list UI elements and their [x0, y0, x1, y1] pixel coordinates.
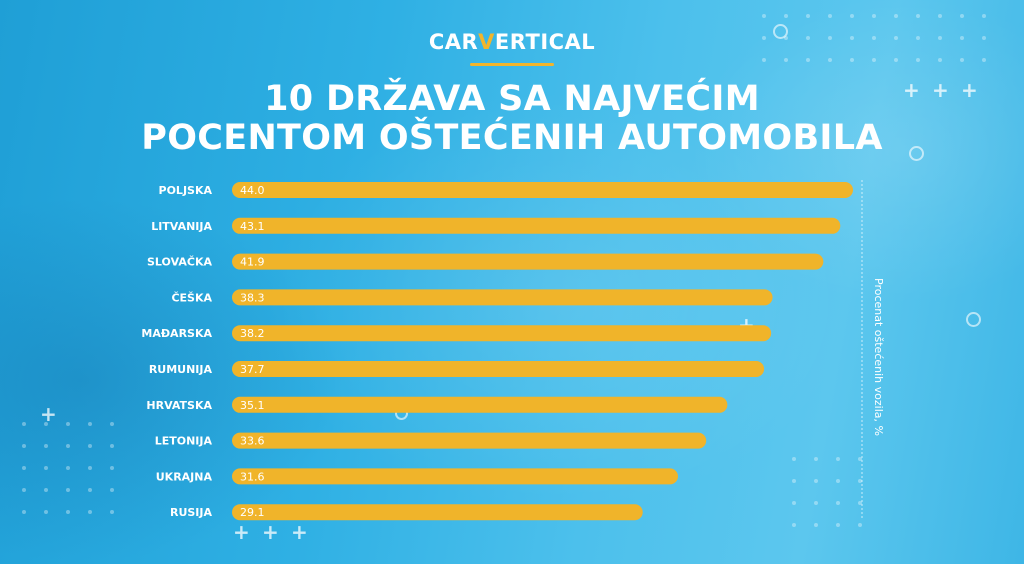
- bar: [232, 468, 678, 485]
- category-label: UKRAJNA: [156, 470, 213, 483]
- plus-icon: +: [932, 78, 949, 102]
- plus-icon: +: [262, 520, 279, 544]
- category-label: RUSIJA: [170, 506, 213, 519]
- plus-icon: +: [233, 520, 250, 544]
- ring-icon: [909, 146, 924, 161]
- bar: [232, 325, 772, 342]
- bar: [232, 396, 728, 413]
- bar: [232, 504, 643, 521]
- ring-icon: [966, 312, 981, 327]
- category-label: SLOVAČKA: [147, 256, 212, 269]
- bar: [232, 253, 824, 270]
- category-label: RUMUNIJA: [149, 363, 213, 376]
- value-label: 38.3: [240, 291, 265, 304]
- plus-icon: +: [961, 78, 978, 102]
- category-label: MAĐARSKA: [141, 327, 212, 340]
- category-label: POLJSKA: [159, 184, 213, 197]
- chart-title-line-1: 10 DRŽAVA SA NAJVEĆIM: [264, 79, 760, 119]
- category-label: LITVANIJA: [151, 220, 212, 233]
- bar: [232, 432, 707, 449]
- chart-title-line-2: POCENTOM OŠTEĆENIH AUTOMOBILA: [141, 118, 883, 158]
- value-label: 38.2: [240, 327, 265, 340]
- plus-icon: +: [903, 78, 920, 102]
- value-label: 31.6: [240, 470, 265, 483]
- plus-icon: +: [291, 520, 308, 544]
- plus-icon: +: [40, 402, 57, 426]
- value-label: 33.6: [240, 435, 265, 448]
- carvertical-logo: CARVERTICAL: [428, 30, 596, 54]
- category-label: ČEŠKA: [171, 291, 212, 304]
- value-label: 43.1: [240, 220, 265, 233]
- category-label: HRVATSKA: [146, 399, 212, 412]
- ring-icon: [773, 24, 788, 39]
- value-label: 44.0: [240, 184, 265, 197]
- axis-label: Procenat oštećenih vozila, %: [872, 278, 885, 436]
- bar: [232, 361, 765, 377]
- value-label: 41.9: [240, 256, 265, 269]
- value-label: 35.1: [240, 399, 265, 412]
- bar: [232, 217, 841, 234]
- value-label: 37.7: [240, 363, 265, 376]
- chart-title: 10 DRŽAVA SA NAJVEĆIM POCENTOM OŠTEĆENIH…: [0, 80, 1024, 158]
- logo-underline: [470, 63, 554, 66]
- bar: [232, 289, 773, 306]
- value-label: 29.1: [240, 506, 265, 519]
- category-label: LETONIJA: [155, 435, 213, 448]
- bar: [232, 182, 853, 198]
